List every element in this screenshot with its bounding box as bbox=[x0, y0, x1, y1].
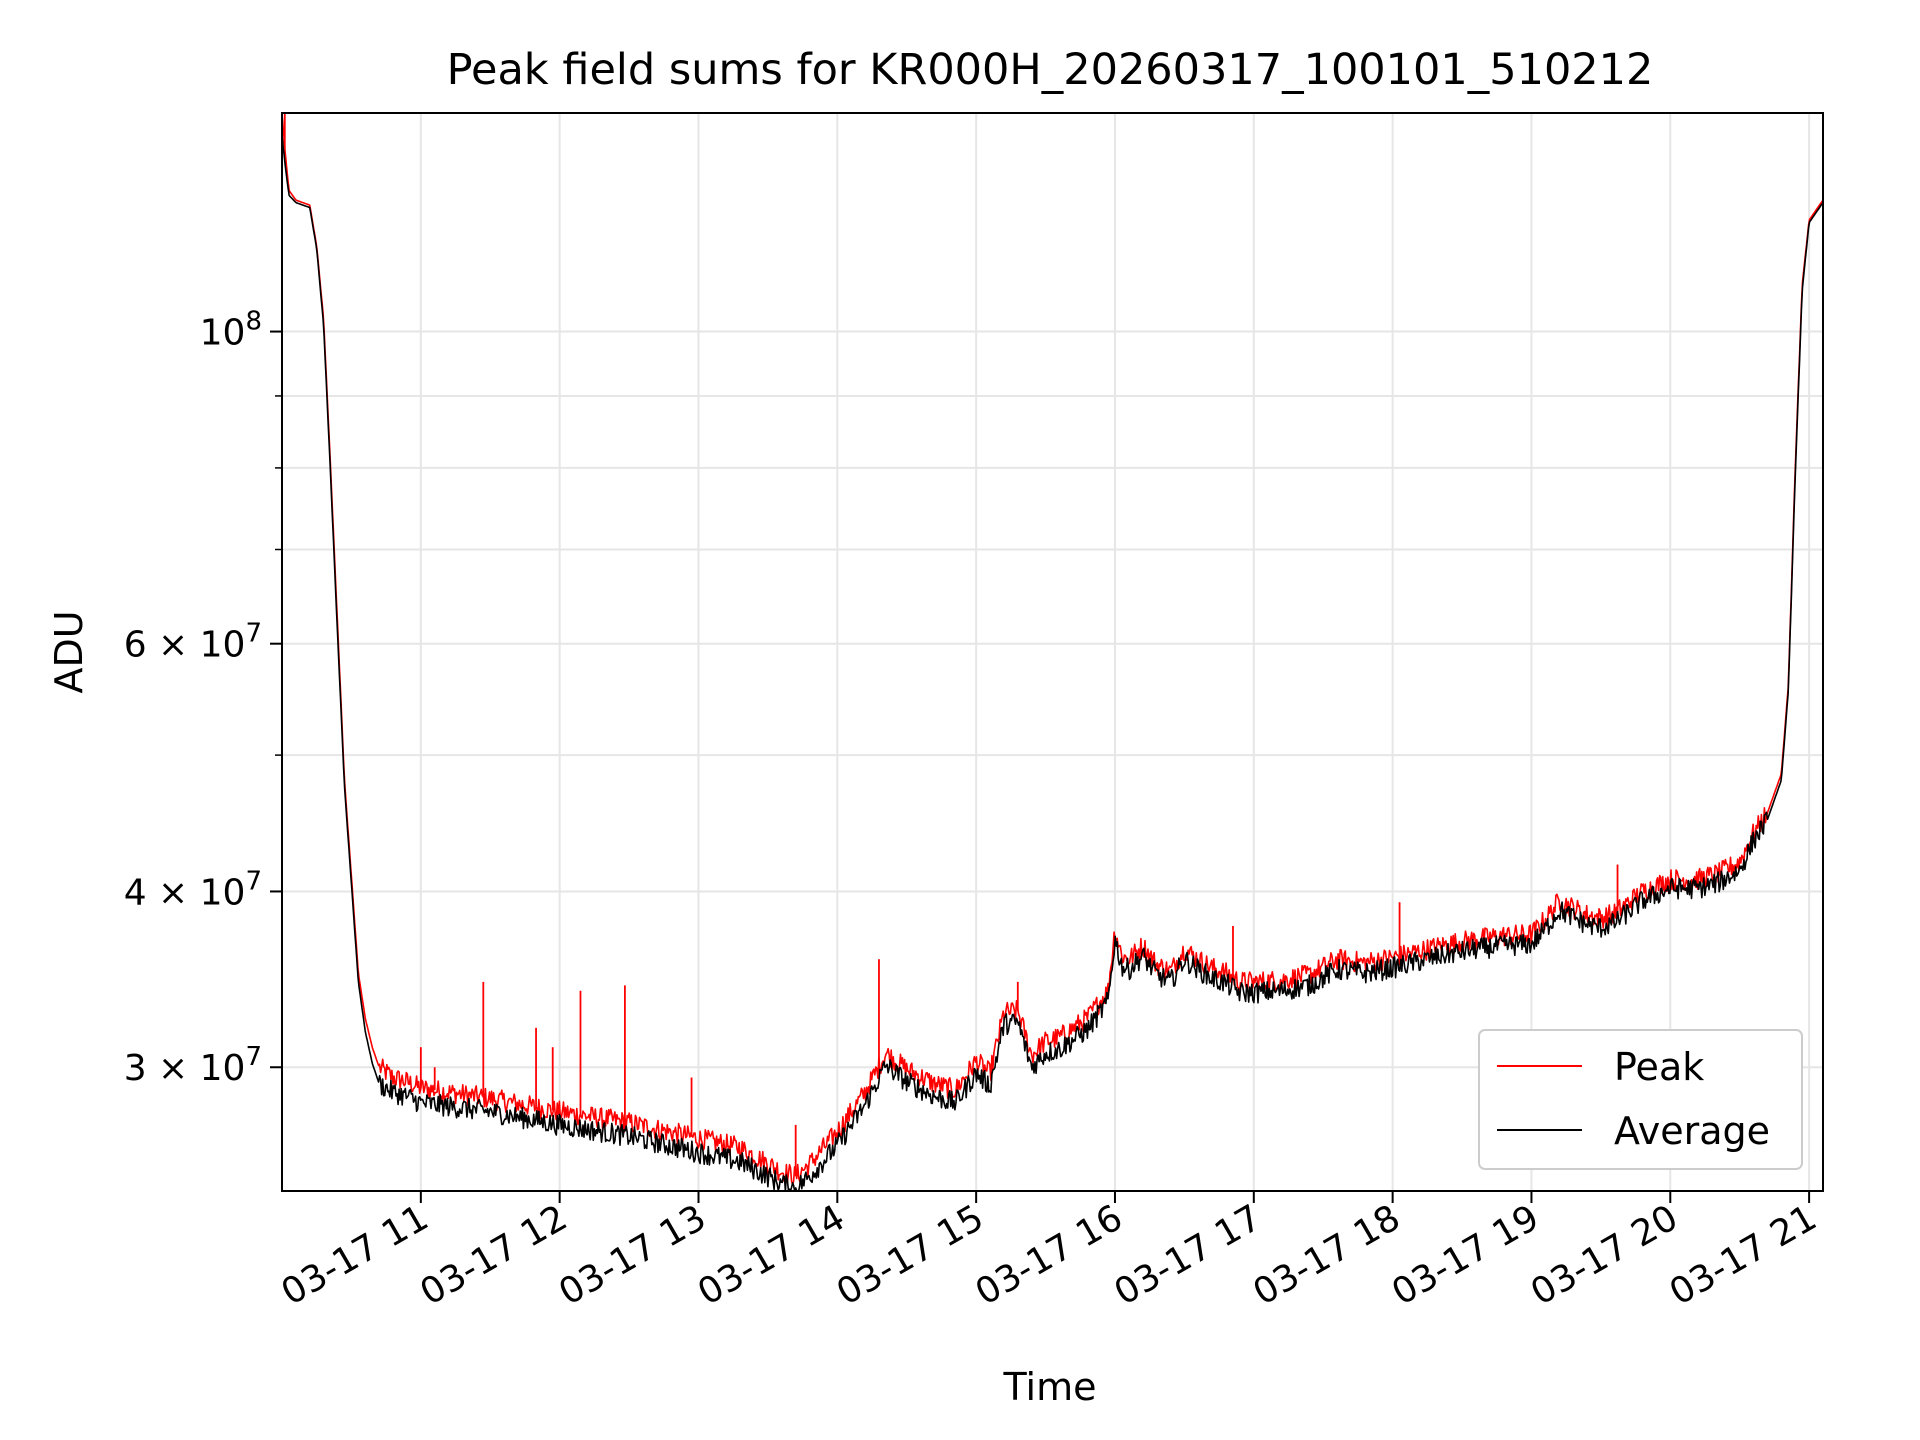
chart-title: Peak field sums for KR000H_20260317_1001… bbox=[447, 45, 1654, 95]
legend: Peak Average bbox=[1478, 1029, 1803, 1170]
series-line-peak bbox=[281, 112, 1824, 1186]
series-layer bbox=[281, 112, 1824, 1192]
legend-label-peak: Peak bbox=[1614, 1045, 1704, 1089]
y-tick-label: 108 bbox=[200, 307, 262, 354]
y-axis-label: ADU bbox=[47, 610, 91, 693]
legend-label-average: Average bbox=[1614, 1109, 1770, 1153]
peak-spikes bbox=[283, 113, 1619, 1177]
legend-box bbox=[1478, 1029, 1803, 1170]
y-tick-label: 6 × 107 bbox=[124, 619, 262, 666]
y-tick-label: 3 × 107 bbox=[124, 1042, 262, 1089]
grid bbox=[282, 113, 1823, 1191]
series-line-average bbox=[281, 134, 1824, 1192]
plot-frame bbox=[281, 112, 1824, 1192]
y-tick-label: 4 × 107 bbox=[124, 866, 262, 913]
x-axis-label: Time bbox=[1003, 1365, 1097, 1409]
